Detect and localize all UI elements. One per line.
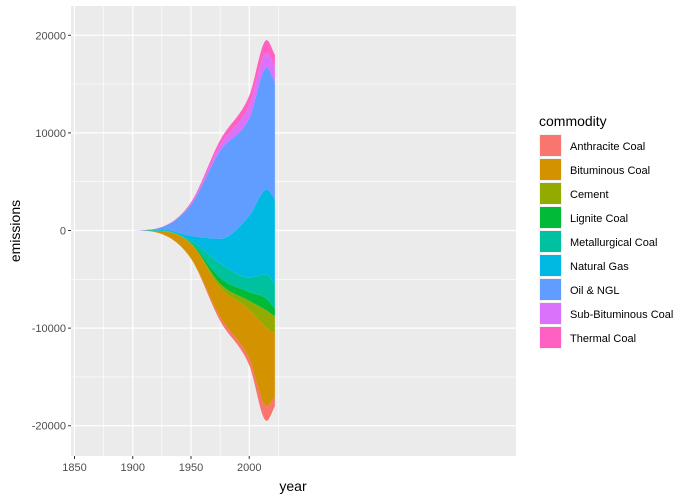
x-tick-label: 1900	[120, 462, 144, 474]
y-tick-label: -20000	[32, 421, 66, 433]
y-tick-label: -10000	[32, 323, 66, 335]
legend-swatch	[540, 207, 561, 228]
stream-layers	[79, 40, 275, 421]
legend-label: Oil & NGL	[570, 285, 620, 297]
legend-title: commodity	[539, 113, 607, 129]
x-axis-title: year	[279, 478, 307, 494]
stream-layer-oil-ngl	[79, 67, 275, 239]
y-axis: -20000 -10000 0 10000 20000	[32, 30, 71, 433]
legend-label: Sub-Bituminous Coal	[570, 309, 673, 321]
y-tick-label: 20000	[35, 30, 66, 42]
legend: commodity Anthracite Coal Bituminous Coal…	[539, 113, 673, 349]
legend-swatch	[540, 303, 561, 324]
legend-swatch	[540, 183, 561, 204]
legend-label: Cement	[570, 189, 609, 201]
legend-swatch	[540, 231, 561, 252]
legend-swatch	[540, 327, 561, 348]
legend-swatch	[540, 135, 561, 156]
x-tick-label: 2000	[237, 462, 261, 474]
legend-label: Anthracite Coal	[570, 141, 645, 153]
y-tick-label: 10000	[35, 128, 66, 140]
legend-swatch	[540, 279, 561, 300]
x-tick-label: 1950	[179, 462, 203, 474]
legend-label: Bituminous Coal	[570, 165, 650, 177]
legend-label: Natural Gas	[570, 261, 629, 273]
stream-layer-bituminous-coal	[79, 230, 275, 407]
x-axis: 1850 1900 1950 2000	[62, 456, 261, 474]
legend-label: Metallurgical Coal	[570, 237, 657, 249]
stream-layer-natural-gas	[79, 189, 275, 285]
y-tick-label: 0	[60, 226, 66, 238]
legend-swatch	[540, 255, 561, 276]
legend-label: Lignite Coal	[570, 213, 628, 225]
x-tick-label: 1850	[62, 462, 86, 474]
legend-swatch	[540, 159, 561, 180]
legend-label: Thermal Coal	[570, 333, 636, 345]
y-axis-title: emissions	[7, 200, 23, 262]
